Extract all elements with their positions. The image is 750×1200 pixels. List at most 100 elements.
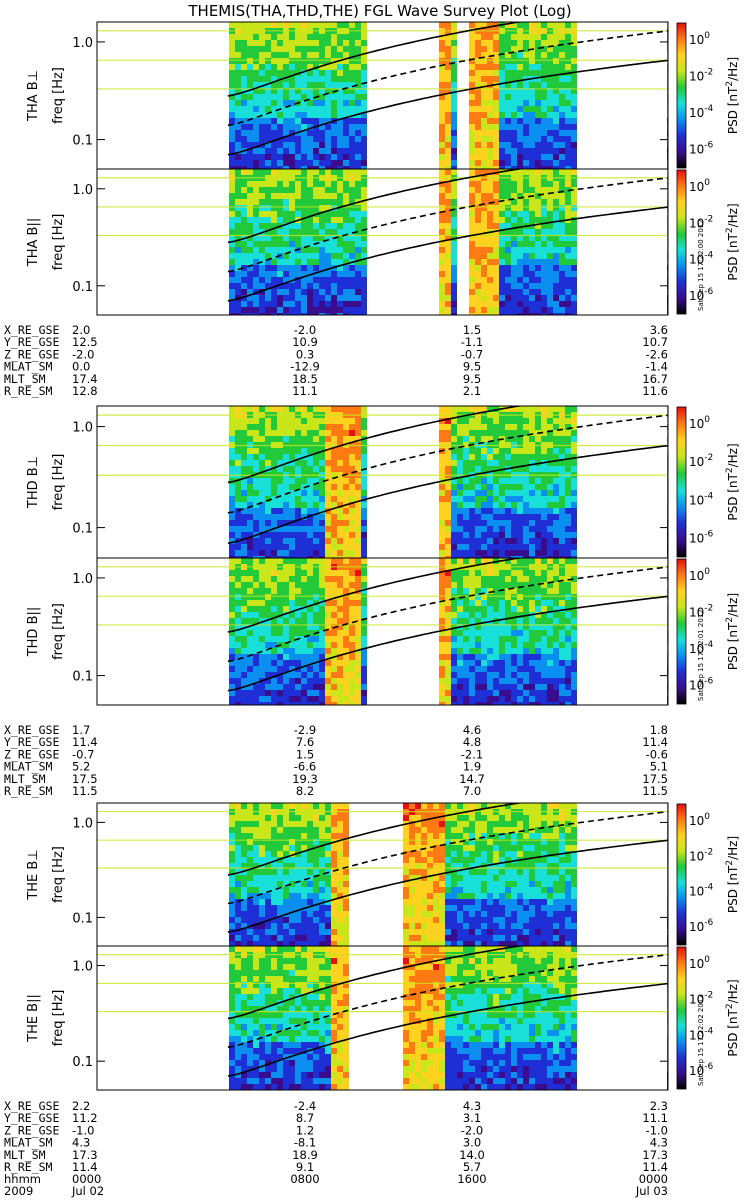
ephemeris-label: R_RE_SM [4, 1160, 53, 1174]
ephemeris-value: 0.0 [72, 360, 90, 374]
y-tick-label: 1.0 [72, 36, 93, 51]
ephemeris-label: R_RE_SM [4, 384, 53, 398]
ephemeris-value: 5.7 [463, 1160, 481, 1174]
colorbar-tick: 10-4 [689, 883, 714, 899]
ephemeris-value: -2.0 [294, 323, 316, 337]
ephemeris-value: -1.1 [461, 335, 483, 349]
ephemeris-label: Z_RE_GSE [4, 1123, 59, 1137]
panel-label: THD B|| [26, 607, 41, 658]
y-axis-label: freq [Hz] [51, 67, 66, 124]
ephemeris-value: 9.1 [296, 1160, 314, 1174]
ephemeris-value: -2.9 [294, 723, 316, 737]
colorbar: 100 10-2 10-4 10-6 PSD [nT2/Hz] [676, 803, 740, 946]
colorbar-tick: 10-4 [689, 640, 714, 656]
y-tick-label: 0.1 [72, 134, 93, 149]
time-axis-label: hhmm [4, 1172, 41, 1186]
ephemeris-label: Y_RE_GSE [4, 1111, 59, 1125]
time-tick-label: 0800 [290, 1172, 319, 1186]
colorbar: 100 10-2 10-4 10-6 PSD [nT2/Hz] [676, 169, 740, 315]
ephemeris-value: 12.5 [72, 335, 98, 349]
ephemeris-value: 0.3 [296, 347, 314, 361]
ephemeris-value: 12.8 [72, 384, 98, 398]
ephemeris-value: 1.5 [463, 323, 481, 337]
ephemeris-value: -1.4 [646, 360, 668, 374]
colorbar-tick: 10-6 [689, 529, 714, 545]
ephemeris-label: X_RE_GSE [4, 723, 59, 737]
spectrogram [97, 22, 668, 169]
ephemeris-value: -12.9 [290, 360, 320, 374]
ephemeris-value: 14.0 [459, 1148, 485, 1162]
colorbar-label: PSD [nT2/Hz] [725, 979, 740, 1056]
ephemeris-value: 1.8 [650, 723, 668, 737]
panel-tha-bperp: 1.0 0.1 THA B⊥ freq [Hz] 100 10-2 10-4 10-6 PSD … [26, 21, 740, 170]
ephemeris-value: 1.9 [463, 760, 481, 774]
ephemeris-the: X_RE_GSE 2.2 -2.4 4.3 2.3 Y_RE_GSE 11.2 8.7 3.1 1… [4, 1099, 668, 1174]
ephemeris-value: 7.6 [296, 735, 314, 749]
ephemeris-value: 4.8 [463, 735, 481, 749]
ephemeris-value: 11.5 [72, 784, 98, 798]
ephemeris-value: 11.4 [642, 1160, 668, 1174]
spectrogram [97, 946, 668, 1090]
colorbar-tick: 100 [689, 415, 710, 431]
ephemeris-value: 1.5 [296, 747, 314, 761]
ephemeris-value: 9.5 [463, 372, 481, 386]
plot-frame [96, 557, 669, 706]
panel-the-bpar: 1.0 0.1 THE B|| freq [Hz] 100 10-2 10-4 10-6 PSD… [26, 945, 740, 1091]
ephemeris-value: -1.0 [646, 1123, 668, 1137]
panel-label: THA B|| [26, 218, 41, 267]
spectrogram [97, 406, 668, 558]
ephemeris-value: 2.1 [463, 384, 481, 398]
ephemeris-value: 4.3 [463, 1099, 481, 1113]
ephemeris-label: Z_RE_GSE [4, 747, 59, 761]
ephemeris-value: -2.1 [461, 747, 483, 761]
panel-thd-bperp: 1.0 0.1 THD B⊥ freq [Hz] 100 10-2 10-4 10-6 PSD … [26, 405, 740, 559]
figure-title: THEMIS(THA,THD,THE) FGL Wave Survey Plot… [187, 2, 571, 20]
colorbar-tick: 10-4 [689, 104, 714, 120]
ephemeris-value: 9.5 [463, 360, 481, 374]
timestamp: Sat Sep 15 17:22:02 2012 [697, 994, 705, 1086]
spectrogram [97, 803, 668, 946]
colorbar-tick: 10-2 [689, 847, 713, 863]
y-axis-label: freq [Hz] [51, 846, 66, 903]
date-label: 2009 [4, 1184, 33, 1198]
ephemeris-value: 10.7 [642, 335, 668, 349]
colorbar-tick: 100 [689, 812, 710, 828]
ephemeris-value: 1.2 [296, 1123, 314, 1137]
ephemeris-value: 3.1 [463, 1111, 481, 1125]
date-tick-label: Jul 03 [635, 1184, 668, 1198]
ephemeris-value: -2.0 [72, 347, 94, 361]
y-tick-label: 0.1 [72, 670, 93, 685]
plot-frame [96, 21, 669, 170]
panel-label: THA B⊥ [26, 70, 41, 122]
y-tick-label: 0.1 [72, 1055, 93, 1070]
colorbar-tick: 10-2 [689, 68, 713, 84]
ephemeris-label: MLT_SM [4, 1148, 46, 1162]
colorbar-label: PSD [nT2/Hz] [725, 443, 740, 520]
ephemeris-value: 17.3 [72, 1148, 98, 1162]
ephemeris-label: MLAT_SM [4, 760, 53, 774]
ephemeris-value: -6.6 [294, 760, 316, 774]
colorbar-tick: 10-6 [689, 677, 714, 693]
ephemeris-value: 18.5 [292, 372, 318, 386]
colorbar-tick: 10-6 [689, 918, 714, 934]
y-tick-label: 1.0 [72, 183, 93, 198]
ephemeris-value: 19.3 [292, 772, 318, 786]
ephemeris-label: Z_RE_GSE [4, 347, 59, 361]
panel-the-bperp: 1.0 0.1 THE B⊥ freq [Hz] 100 10-2 10-4 10-6 PSD … [26, 802, 740, 947]
y-axis-label: freq [Hz] [51, 454, 66, 511]
ephemeris-value: 5.1 [650, 760, 668, 774]
colorbar: 100 10-2 10-4 10-6 PSD [nT2/Hz] [676, 946, 740, 1090]
ephemeris-value: -0.7 [461, 347, 483, 361]
ephemeris-tha: X_RE_GSE 2.0 -2.0 1.5 3.6 Y_RE_GSE 12.5 10.9 -1.… [4, 323, 668, 398]
ephemeris-value: -0.6 [646, 747, 668, 761]
ephemeris-value: -8.1 [294, 1136, 316, 1150]
y-tick-label: 0.1 [72, 522, 93, 537]
ephemeris-value: 11.1 [292, 384, 318, 398]
time-tick-label: 0000 [72, 1172, 101, 1186]
ephemeris-value: 16.7 [642, 372, 668, 386]
ephemeris-value: 14.7 [459, 772, 485, 786]
ephemeris-value: 4.3 [72, 1136, 90, 1150]
plot-frame [96, 945, 669, 1091]
